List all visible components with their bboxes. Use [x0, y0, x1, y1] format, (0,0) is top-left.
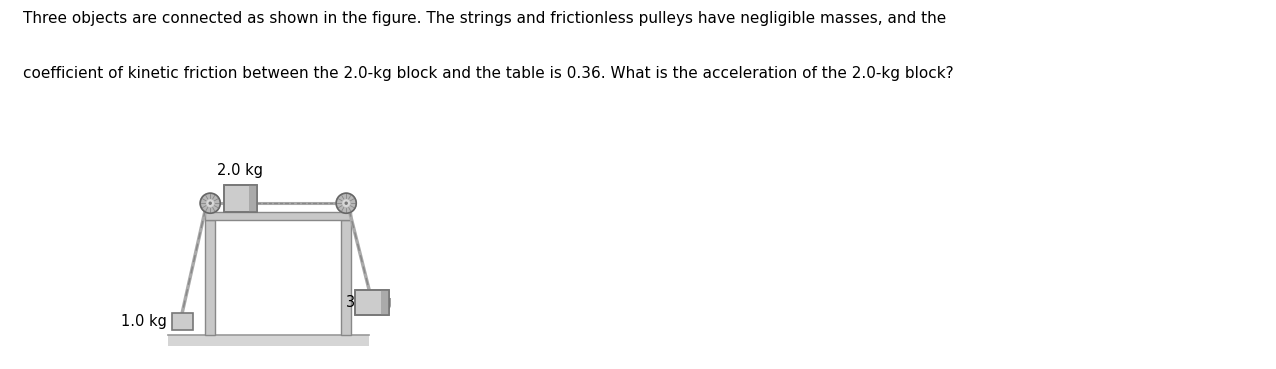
Bar [342, 220, 351, 335]
Text: coefficient of kinetic friction between the 2.0-kg block and the table is 0.36. : coefficient of kinetic friction between … [23, 66, 953, 82]
Bar [205, 220, 214, 335]
Bar [168, 335, 369, 346]
Text: 2.0 kg: 2.0 kg [217, 163, 263, 178]
Bar [171, 313, 193, 330]
Bar [382, 290, 389, 315]
Circle shape [346, 202, 347, 204]
Text: Three objects are connected as shown in the figure. The strings and frictionless: Three objects are connected as shown in … [23, 11, 947, 26]
Bar [355, 290, 389, 315]
Text: 1.0 kg: 1.0 kg [121, 314, 167, 329]
Bar [225, 185, 256, 212]
Circle shape [343, 200, 350, 206]
Circle shape [209, 202, 212, 204]
Text: 3.0 kg: 3.0 kg [346, 295, 392, 310]
Bar [249, 185, 256, 212]
Bar [205, 212, 351, 220]
Bar [225, 185, 256, 212]
Circle shape [207, 200, 213, 206]
Circle shape [336, 193, 356, 213]
Bar [355, 290, 389, 315]
Circle shape [200, 193, 221, 213]
